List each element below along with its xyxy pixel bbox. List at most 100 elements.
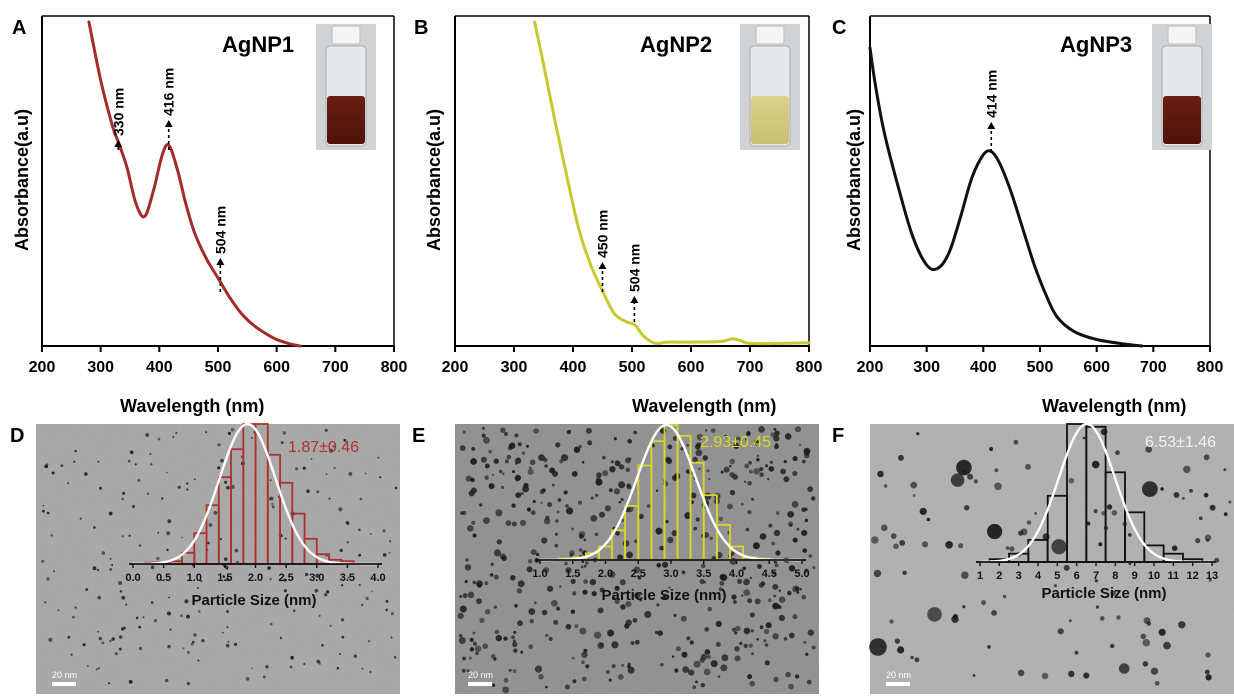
particle (1205, 674, 1212, 681)
particle (283, 578, 287, 582)
particle (511, 521, 517, 527)
particle (733, 442, 740, 449)
particle (469, 647, 475, 652)
particle (118, 635, 123, 639)
particle (748, 643, 753, 648)
particle (480, 456, 487, 463)
tem-micrograph (869, 424, 1234, 694)
particle (50, 534, 54, 537)
particle (871, 536, 879, 544)
particle (656, 562, 662, 568)
particle (596, 472, 602, 478)
histogram-tick-label: 2.5 (278, 572, 293, 584)
particle (545, 633, 549, 638)
particle (137, 479, 141, 482)
particle (675, 646, 681, 652)
particle (571, 527, 574, 531)
histogram-tick-label: 3.5 (340, 572, 355, 584)
particle (484, 609, 491, 615)
particle (880, 524, 888, 532)
particle (67, 635, 71, 639)
particle (108, 511, 113, 516)
particle (208, 523, 213, 527)
particle (587, 440, 593, 446)
particle (488, 449, 492, 454)
particle (733, 600, 737, 604)
particle (538, 673, 544, 680)
particle (535, 552, 540, 557)
scale-bar-label: 20 nm (52, 670, 77, 680)
particle (595, 493, 599, 497)
x-tick-label: 800 (381, 359, 408, 376)
particle (493, 605, 497, 609)
particle (1228, 500, 1232, 504)
particle (752, 542, 760, 550)
particle (627, 439, 632, 444)
scale-bar (886, 682, 910, 686)
x-tick-label: 200 (29, 359, 56, 376)
particle (792, 537, 797, 542)
panel-letter: A (12, 17, 26, 39)
particle (972, 674, 976, 677)
particle (543, 457, 548, 462)
particle (764, 660, 770, 666)
particle (84, 472, 88, 476)
histogram-tick-label: 4 (1035, 570, 1042, 582)
particle (544, 464, 548, 468)
particle (114, 652, 118, 656)
particle (483, 436, 490, 444)
particle (763, 639, 767, 643)
particle (692, 456, 698, 463)
particle (493, 458, 499, 464)
particle (514, 433, 519, 438)
particle (803, 640, 807, 644)
particle (221, 631, 224, 634)
particle (42, 509, 45, 513)
particle (111, 564, 114, 566)
particle (119, 590, 123, 593)
particle (169, 628, 172, 631)
histogram-tick-label: 9 (1132, 570, 1138, 582)
particle (773, 594, 776, 598)
particle (583, 564, 587, 568)
particle (513, 630, 517, 634)
particle (767, 478, 770, 481)
particle (310, 458, 313, 460)
particle (773, 676, 779, 683)
particle (807, 486, 814, 493)
histogram-tick-label: 3.0 (663, 568, 678, 580)
particle (768, 466, 775, 472)
particle (324, 428, 328, 432)
particle (555, 519, 559, 523)
particle (662, 595, 667, 600)
vial-cap (755, 25, 785, 45)
particle (981, 600, 987, 606)
particle (719, 581, 725, 586)
particle (717, 675, 721, 678)
particle (97, 595, 101, 600)
size-statistic: 1.87±0.46 (288, 439, 359, 456)
histogram-tick-label: 0.0 (125, 572, 140, 584)
histogram-tick-label: 4.5 (762, 568, 777, 580)
particle (739, 641, 743, 646)
particle (382, 529, 386, 533)
y-axis-title: Absorbance(a.u) (12, 109, 32, 251)
particle (220, 458, 224, 463)
particle (530, 549, 537, 555)
particle (527, 468, 534, 475)
particle (543, 518, 551, 525)
particle (780, 468, 786, 475)
particle (774, 563, 779, 568)
particle (472, 533, 477, 538)
particle (459, 445, 466, 451)
histogram-tick-label: 1 (977, 570, 983, 582)
particle (545, 685, 548, 689)
particle (620, 498, 624, 502)
particle (329, 624, 332, 627)
particle (1068, 619, 1072, 623)
particle (495, 634, 502, 642)
particle (768, 598, 772, 602)
particle (674, 668, 679, 673)
particle (743, 480, 747, 483)
